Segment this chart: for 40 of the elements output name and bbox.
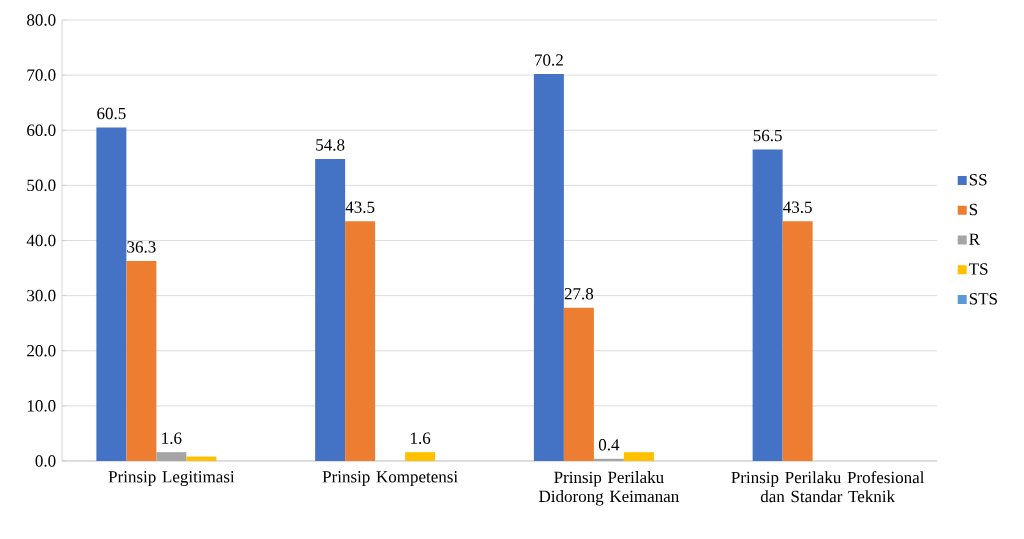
legend-label: TS (969, 263, 988, 275)
bar (186, 456, 217, 461)
bar (96, 127, 127, 461)
data-label: 1.6 (162, 432, 182, 444)
x-tick-label: Prinsip Perilaku Didorong Keimanan (539, 471, 679, 506)
x-tick-label: Prinsip Kompetensi (322, 471, 458, 486)
bar (752, 149, 783, 461)
y-tick-label: 30.0 (27, 289, 56, 302)
data-label: 54.8 (316, 139, 345, 151)
bar (345, 221, 376, 461)
data-label: 43.5 (345, 201, 375, 213)
y-tick-label: 60.0 (27, 124, 56, 136)
y-tick-label: 0.0 (35, 455, 56, 467)
data-label: 0.4 (598, 439, 620, 451)
x-tick-label: Prinsip Legitimasi (108, 471, 235, 487)
legend-label: S (969, 203, 978, 216)
bar (563, 307, 594, 461)
data-label: 43.5 (783, 201, 812, 213)
bar (533, 74, 564, 461)
bar (623, 452, 654, 461)
bar (405, 452, 436, 461)
bar (315, 158, 346, 461)
y-tick-label: 10.0 (27, 400, 56, 412)
y-tick-label: 20.0 (27, 344, 56, 357)
y-tick-label: 70.0 (27, 69, 56, 81)
data-label: 36.3 (127, 241, 156, 253)
y-tick-label: 80.0 (27, 14, 56, 26)
y-tick-label: 50.0 (27, 179, 56, 192)
y-tick-label: 40.0 (26, 234, 56, 247)
x-tick-label: Prinsip Perilaku Profesional dan Standar Teknik (731, 471, 925, 503)
data-label: 1.6 (411, 432, 431, 444)
legend-label: STS (969, 293, 997, 305)
legend-label: R (969, 233, 981, 245)
data-label: 27.8 (564, 287, 594, 300)
bar (782, 221, 813, 461)
data-label: 70.2 (535, 54, 563, 66)
data-label: 60.5 (97, 107, 126, 120)
data-label: 56.5 (753, 129, 782, 142)
bar (126, 260, 157, 461)
legend-label: SS (969, 174, 987, 186)
